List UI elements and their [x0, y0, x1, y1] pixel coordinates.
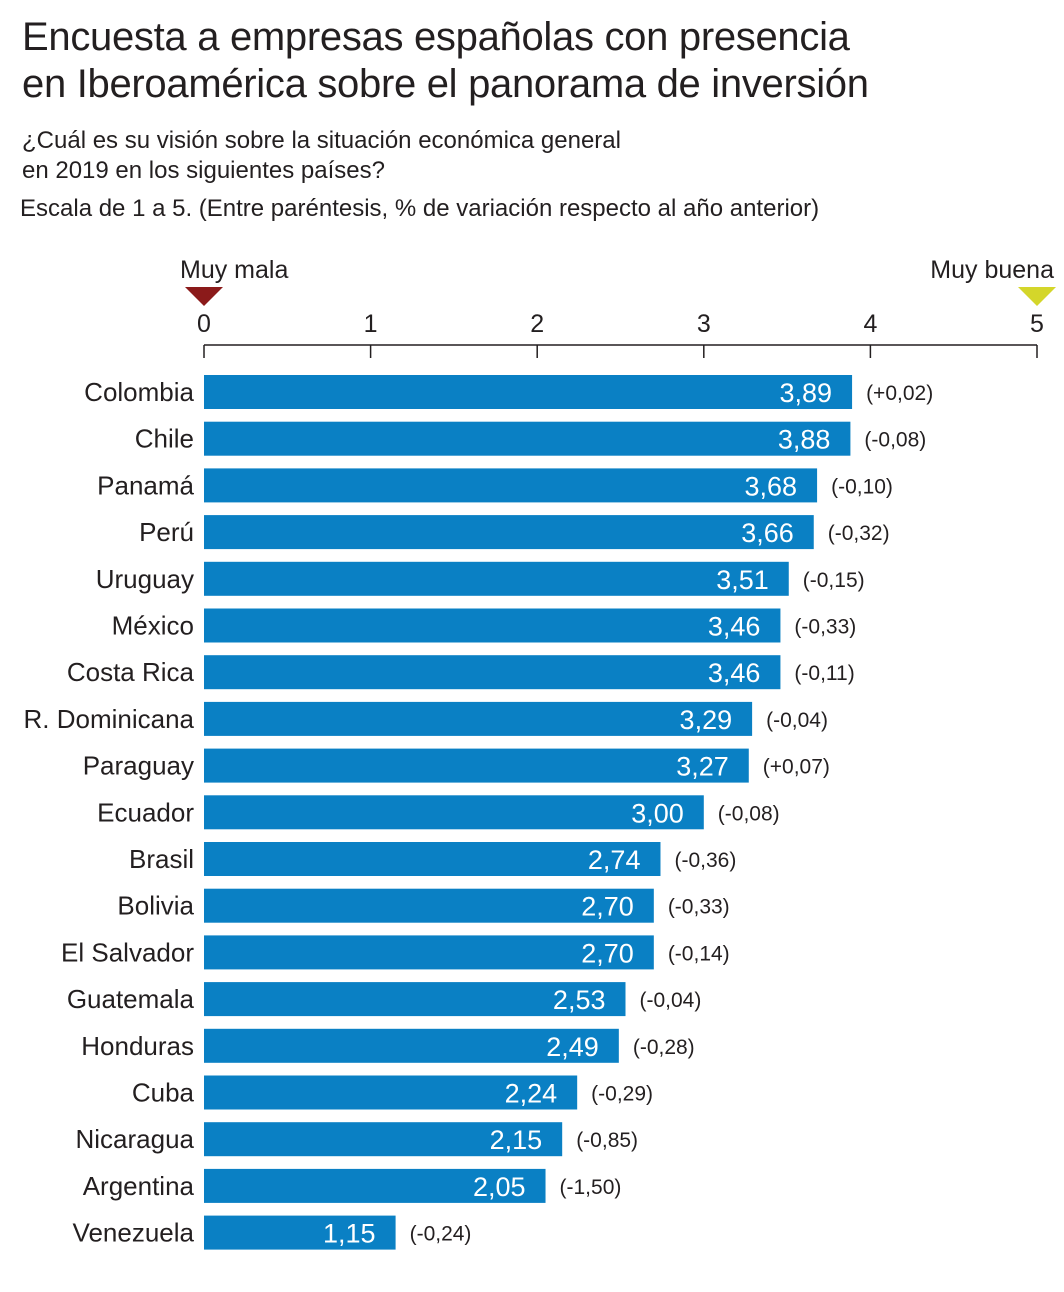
subtitle-line-1: ¿Cuál es su visión sobre la situación ec…: [22, 127, 621, 154]
bar: [204, 561, 789, 596]
change-label: (+0,07): [763, 756, 830, 779]
bar: [204, 1215, 396, 1250]
bar: [204, 375, 853, 409]
category-label: R. Dominicana: [23, 704, 194, 734]
change-label: (-0,14): [668, 942, 730, 965]
change-label: (-0,32): [828, 522, 890, 545]
bar: [204, 982, 626, 1017]
bar-value-label: 2,70: [581, 892, 634, 922]
x-tick-label: 2: [530, 310, 544, 338]
bar-value-label: 3,68: [745, 471, 798, 501]
x-tick-label: 4: [863, 310, 877, 338]
bar: [204, 701, 753, 736]
high-marker-icon: [1018, 287, 1056, 306]
bar: [204, 608, 781, 643]
change-label: (-1,50): [560, 1176, 622, 1199]
change-label: (-0,08): [718, 802, 780, 825]
chart-subtitle: ¿Cuál es su visión sobre la situación ec…: [22, 126, 1052, 186]
bar: [204, 515, 814, 550]
bar-value-label: 3,66: [741, 518, 794, 548]
bar-value-label: 3,88: [778, 425, 831, 455]
bar-chart: Muy mala Muy buena 0 1 2 3 4 5 Colombia 3,89 (+0,0…: [23, 256, 1056, 1250]
category-label: Colombia: [84, 377, 194, 407]
change-label: (-0,28): [633, 1036, 695, 1059]
x-tick-label: 3: [697, 310, 711, 338]
bar: [204, 655, 781, 690]
change-label: (-0,04): [766, 709, 828, 732]
change-label: (-0,10): [831, 475, 893, 498]
chart-title: Encuesta a empresas españolas con presen…: [22, 14, 1052, 108]
bar-value-label: 3,29: [680, 705, 733, 735]
change-label: (-0,15): [803, 569, 865, 592]
bar: [204, 935, 654, 970]
category-label: Paraguay: [83, 751, 194, 781]
category-label: Panamá: [97, 470, 194, 500]
category-label: Ecuador: [97, 797, 194, 827]
bar: [204, 468, 818, 503]
category-label: Perú: [139, 517, 194, 547]
change-label: (-0,24): [410, 1223, 472, 1246]
bar-value-label: 2,74: [588, 845, 641, 875]
category-label: Uruguay: [96, 564, 194, 594]
bar: [204, 795, 704, 830]
category-label: Honduras: [81, 1031, 194, 1061]
bar: [204, 421, 851, 456]
change-label: (-0,36): [674, 849, 736, 872]
change-label: (-0,04): [639, 989, 701, 1012]
category-label: Argentina: [83, 1171, 195, 1201]
scale-low-label: Muy mala: [180, 256, 288, 284]
x-tick-label: 1: [364, 310, 378, 338]
bar: [204, 1075, 578, 1110]
scale-note: Escala de 1 a 5. (Entre paréntesis, % de…: [20, 195, 820, 222]
title-line-2: en Iberoamérica sobre el panorama de inv…: [22, 62, 869, 106]
bar-value-label: 2,05: [473, 1172, 526, 1202]
change-label: (-0,29): [591, 1083, 653, 1106]
category-label: Venezuela: [73, 1218, 195, 1248]
bar: [204, 842, 661, 876]
bar-value-label: 3,00: [631, 798, 684, 828]
bar-value-label: 2,70: [581, 938, 634, 968]
change-label: (+0,02): [866, 382, 933, 405]
category-label: Bolivia: [117, 891, 194, 921]
bar-value-label: 3,46: [708, 658, 761, 688]
category-label: El Salvador: [61, 937, 194, 967]
bar-value-label: 2,49: [546, 1032, 599, 1062]
bar-value-label: 3,27: [676, 752, 729, 782]
category-label: Guatemala: [67, 984, 195, 1014]
category-label: Cuba: [132, 1078, 195, 1108]
scale-high-label: Muy buena: [930, 256, 1054, 284]
category-label: México: [112, 611, 194, 641]
change-label: (-0,33): [794, 616, 856, 639]
x-tick-label: 5: [1030, 310, 1044, 338]
x-tick-label: 0: [197, 310, 211, 338]
bar: [204, 1028, 619, 1063]
bar: [204, 1122, 563, 1157]
change-label: (-0,33): [668, 896, 730, 919]
change-label: (-0,85): [576, 1129, 638, 1152]
category-label: Costa Rica: [67, 657, 195, 687]
category-label: Chile: [135, 424, 194, 454]
bar-value-label: 1,15: [323, 1219, 376, 1249]
bar-value-label: 3,89: [780, 378, 833, 408]
title-line-1: Encuesta a empresas españolas con presen…: [22, 15, 850, 59]
category-label: Nicaragua: [75, 1124, 194, 1154]
change-label: (-0,08): [864, 429, 926, 452]
bar-value-label: 3,51: [716, 565, 769, 595]
category-label: Brasil: [129, 844, 194, 874]
bar: [204, 888, 654, 923]
subtitle-line-2: en 2019 en los siguientes países?: [22, 157, 385, 184]
bar: [204, 1168, 546, 1203]
bar-value-label: 2,15: [490, 1125, 543, 1155]
low-marker-icon: [185, 287, 223, 306]
bar-value-label: 2,53: [553, 985, 606, 1015]
change-label: (-0,11): [794, 662, 854, 685]
bar-value-label: 3,46: [708, 612, 761, 642]
bar: [204, 748, 749, 783]
bar-value-label: 2,24: [505, 1079, 558, 1109]
